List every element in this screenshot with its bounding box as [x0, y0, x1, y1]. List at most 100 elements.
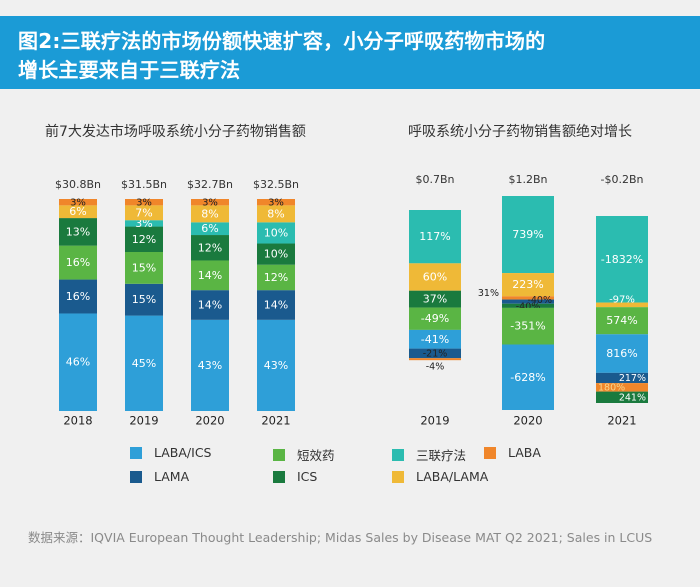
bar-LABA_LAMA-2020	[191, 205, 229, 223]
bar-LABA_LAMA-2019	[125, 205, 163, 221]
legend-label-LABA: LABA	[508, 445, 541, 460]
x-tick-2020: 2020	[195, 414, 224, 428]
bar-LAMA-2020	[502, 299, 554, 304]
bar-label-LABA-2020: 3%	[202, 198, 218, 209]
legend-item-LABA_ICS: LABA/ICS	[130, 445, 212, 460]
bar-SABA-2019	[125, 252, 163, 284]
total-label-2021: -$0.2Bn	[601, 173, 644, 186]
bar-label-LABA-2020: 31%	[478, 288, 499, 299]
bar-LABA-2018	[59, 199, 97, 206]
bar-LABA_ICS-2020	[502, 344, 554, 410]
bar-label-LAMA-2019: -21%	[423, 348, 448, 359]
bar-label-LABA_ICS-2019: -41%	[421, 333, 449, 346]
legend-label-LAMA: LAMA	[154, 469, 190, 484]
bar-label-SABA-2020: -351%	[510, 320, 545, 333]
bar-label-SABA-2021: 12%	[264, 271, 288, 284]
bar-LABA_ICS-2020	[191, 319, 229, 411]
bar-label-LABA_LAMA-2020: 8%	[201, 207, 218, 220]
bar-LABA_ICS-2021	[257, 319, 295, 411]
bar-LAMA-2019	[125, 283, 163, 316]
bar-LABA_LAMA-2018	[59, 205, 97, 219]
bar-label-LABA_ICS-2021: 43%	[264, 359, 288, 372]
bar-triple-2020	[191, 222, 229, 236]
bar-LABA_ICS-2018	[59, 313, 97, 411]
bar-LAMA-2020	[191, 290, 229, 320]
source-note: 数据来源：IQVIA European Thought Leadership; …	[28, 530, 653, 545]
legend-label-LABA_ICS: LABA/ICS	[154, 445, 212, 460]
bar-triple-2021	[596, 216, 648, 303]
bar-label-SABA-2021: 574%	[606, 314, 637, 327]
x-tick-2021: 2021	[607, 414, 636, 428]
bar-LABA-2021	[596, 383, 648, 392]
x-tick-2020: 2020	[513, 414, 542, 428]
bar-label-SABA-2019: 15%	[132, 261, 156, 274]
bar-label-triple-2021: 10%	[264, 226, 288, 239]
bar-label-ICS-2021: 10%	[264, 248, 288, 261]
bar-SABA-2020	[502, 307, 554, 345]
bar-label-LABA-2021: 3%	[268, 198, 284, 209]
bar-LABA-2019	[125, 199, 163, 206]
bar-label-LABA-2019: -4%	[426, 362, 445, 373]
bar-SABA-2020	[191, 260, 229, 291]
bar-label-LABA-2018: 3%	[70, 198, 86, 209]
bar-ICS-2021	[257, 243, 295, 265]
bar-ICS-2020	[502, 303, 554, 308]
total-label-2021: $32.5Bn	[253, 178, 299, 191]
bar-label-LABA-2019: 3%	[136, 198, 152, 209]
legend-label-SABA: 短效药	[297, 448, 335, 463]
total-label-2018: $30.8Bn	[55, 178, 101, 191]
bar-label-LABA_LAMA-2021: -97%	[609, 295, 635, 306]
bar-SABA-2019	[409, 307, 461, 330]
title-line-1: 图2:三联疗法的市场份额快速扩容，小分子呼吸药物市场的	[18, 29, 546, 53]
bar-ICS-2021	[596, 391, 648, 403]
bar-label-LAMA-2019: 15%	[132, 293, 156, 306]
bar-LABA_LAMA-2019	[409, 263, 461, 291]
x-tick-2019: 2019	[420, 414, 449, 428]
bar-label-SABA-2020: 14%	[198, 269, 222, 282]
x-tick-2018: 2018	[63, 414, 92, 428]
bar-triple-2020	[502, 196, 554, 274]
title-line-2: 增长主要来自于三联疗法	[18, 58, 241, 82]
bar-label-LAMA-2018: 16%	[66, 290, 90, 303]
bar-label-LAMA-2020: 14%	[198, 299, 222, 312]
bar-LABA-2019	[409, 358, 461, 361]
bar-LAMA-2021	[596, 372, 648, 384]
bar-LABA_ICS-2021	[596, 334, 648, 373]
bar-label-SABA-2019: -49%	[421, 312, 449, 325]
bar-ICS-2018	[59, 218, 97, 246]
bar-label-LABA_LAMA-2018: 6%	[69, 205, 86, 218]
bar-label-LABA_ICS-2019: 45%	[132, 357, 156, 370]
bar-label-triple-2021: -1832%	[601, 253, 643, 266]
legend-swatch-LABA_LAMA	[392, 470, 404, 483]
bar-ICS-2019	[409, 290, 461, 308]
bar-LABA_ICS-2019	[125, 315, 163, 411]
bar-triple-2019	[125, 220, 163, 227]
bar-label-triple-2020: 739%	[512, 228, 543, 241]
bar-LABA-2020	[191, 199, 229, 206]
bar-label-LAMA-2020: -40%	[527, 295, 552, 306]
legend-label-triple: 三联疗法	[416, 448, 467, 463]
left-chart-title: 前7大发达市场呼吸系统小分子药物销售额	[45, 124, 306, 140]
legend-item-LABA: LABA	[484, 445, 541, 460]
bar-label-ICS-2018: 13%	[66, 225, 90, 238]
legend-item-LABA_LAMA: LABA/LAMA	[392, 469, 488, 484]
bar-triple-2021	[257, 222, 295, 244]
legend-item-triple: 三联疗法	[392, 445, 466, 464]
legend-swatch-SABA	[273, 448, 285, 461]
legend-swatch-triple	[392, 448, 404, 461]
total-label-2020: $32.7Bn	[187, 178, 233, 191]
legend-label-LABA_LAMA: LABA/LAMA	[416, 469, 489, 484]
legend-item-ICS: ICS	[273, 469, 317, 484]
bar-label-ICS-2019: 12%	[132, 233, 156, 246]
bar-label-LABA_ICS-2020: 43%	[198, 359, 222, 372]
bar-label-LABA_ICS-2020: -628%	[510, 371, 545, 384]
charts-canvas: 46%16%16%13%6%3%$30.8Bn201845%15%15%12%3…	[55, 173, 648, 428]
bar-label-LAMA-2021: 14%	[264, 299, 288, 312]
total-label-2019: $0.7Bn	[415, 173, 454, 186]
bar-ICS-2020	[191, 235, 229, 261]
bar-label-ICS-2019: 37%	[423, 293, 447, 306]
right-chart-title: 呼吸系统小分子药物销售额绝对增长	[408, 124, 632, 140]
bar-LAMA-2019	[409, 348, 461, 359]
bar-LAMA-2021	[257, 290, 295, 320]
title-banner: 图2:三联疗法的市场份额快速扩容，小分子呼吸药物市场的 增长主要来自于三联疗法	[0, 16, 700, 89]
